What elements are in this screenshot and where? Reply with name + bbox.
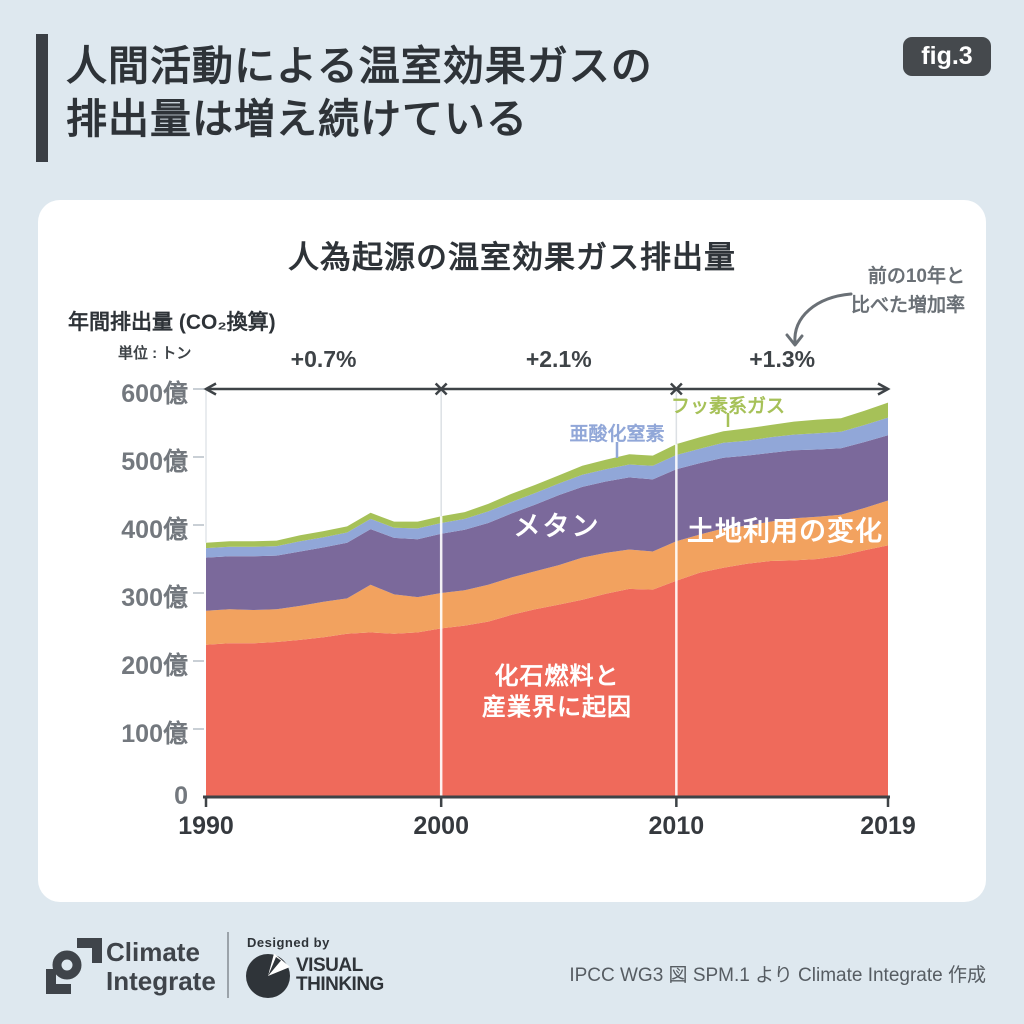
- arrowhead-left: [203, 382, 217, 396]
- annotation-arrowhead: [785, 333, 804, 347]
- y-axis-unit: 単位 : トン: [118, 345, 192, 362]
- arrowhead-right: [877, 382, 891, 396]
- x-tick-label: 2010: [648, 812, 705, 840]
- y-tick-label: 400億: [121, 516, 188, 544]
- y-tick-label: 100億: [121, 720, 188, 748]
- annotation-line1: 前の10年と: [867, 266, 965, 287]
- legend-label-nitrous-oxide: 亜酸化窒素: [569, 424, 665, 445]
- area-label-methane: メタン: [513, 511, 601, 542]
- area-label-fossil: 化石燃料と 産業界に起因: [482, 661, 632, 723]
- designer-line2: THINKING: [296, 974, 384, 995]
- title-accent-bar: [36, 34, 48, 162]
- y-axis-title: 年間排出量 (CO₂換算): [68, 311, 276, 334]
- growth-rate-label: +0.7%: [290, 346, 357, 372]
- page-title-line1: 人間活動による温室効果ガスの: [66, 43, 653, 89]
- y-tick-label: 200億: [121, 652, 188, 680]
- arrow-cross-marker: [434, 382, 448, 396]
- area-label-fossil-line1: 化石燃料と: [494, 663, 620, 690]
- source-attribution: IPCC WG3 図 SPM.1 より Climate Integrate 作成: [569, 965, 986, 986]
- y-tick-label: 0: [174, 782, 188, 810]
- visual-thinking-logo-icon: [246, 953, 290, 998]
- annotation-growth-note: 前の10年と 比べた増加率: [851, 262, 965, 320]
- area-land_use_change: [206, 500, 888, 645]
- area-fossil_industry: [206, 545, 888, 797]
- figure-number-badge: fig.3: [903, 37, 991, 76]
- chart-title: 人為起源の温室効果ガス排出量: [288, 240, 736, 275]
- area-f_gases: [206, 402, 888, 549]
- footer-divider: [227, 932, 229, 998]
- page-title-line2: 排出量は増え続けている: [66, 96, 528, 142]
- annotation-line2: 比べた増加率: [850, 295, 965, 316]
- chart-card: 人為起源の温室効果ガス排出量 年間排出量 (CO₂換算) 単位 : トン 前の1…: [38, 200, 986, 902]
- annotation-arrow: [793, 292, 853, 345]
- stacked-area-chart: [193, 292, 891, 807]
- designed-by-label: Designed by: [247, 935, 330, 950]
- arrow-cross-marker: [669, 382, 683, 396]
- x-tick-label: 2000: [413, 812, 469, 840]
- growth-rate-label: +2.1%: [525, 346, 592, 372]
- designer-line1: VISUAL: [296, 955, 363, 976]
- brand-line1: Climate: [106, 937, 200, 967]
- x-tick-label: 1990: [178, 812, 234, 840]
- area-nitrous_oxide: [206, 417, 888, 558]
- area-label-land-use: 土地利用の変化: [687, 516, 883, 547]
- y-tick-label: 500億: [121, 448, 188, 476]
- y-tick-label: 300億: [121, 584, 188, 612]
- page-title: 人間活動による温室効果ガスの 排出量は増え続けている: [66, 40, 653, 146]
- y-tick-label: 600億: [121, 380, 188, 408]
- growth-rate-label: +1.3%: [749, 346, 816, 372]
- climate-integrate-logo-icon: [46, 938, 102, 994]
- brand-line2: Integrate: [106, 966, 216, 996]
- area-methane: [206, 435, 888, 611]
- climate-integrate-logo-text: Climate Integrate: [106, 938, 216, 996]
- legend-label-f-gases: フッ素系ガス: [670, 396, 786, 417]
- visual-thinking-logo-text: VISUAL THINKING: [296, 956, 384, 994]
- area-label-fossil-line2: 産業界に起因: [482, 694, 632, 721]
- x-tick-label: 2019: [860, 812, 916, 840]
